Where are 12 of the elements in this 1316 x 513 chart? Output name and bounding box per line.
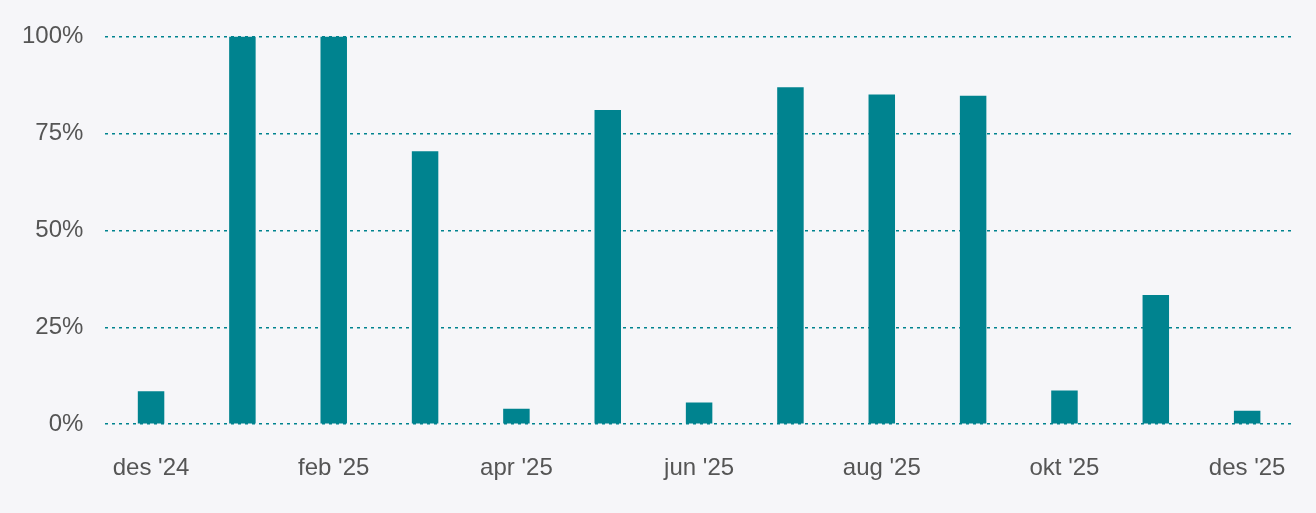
y-tick-label: 100% bbox=[21, 21, 84, 49]
x-tick-label: jun '25 bbox=[663, 453, 735, 481]
x-tick-label: aug '25 bbox=[842, 453, 921, 481]
x-tick-label: okt '25 bbox=[1029, 453, 1100, 481]
x-tick-label: des '25 bbox=[1208, 453, 1286, 481]
y-tick-label: 75% bbox=[35, 117, 84, 145]
x-tick-label: feb '25 bbox=[298, 453, 370, 481]
y-tick-label: 50% bbox=[35, 214, 84, 242]
x-tick-label: des '24 bbox=[112, 453, 190, 481]
y-tick-label: 0% bbox=[48, 408, 84, 436]
x-tick-label: apr '25 bbox=[480, 453, 553, 481]
y-tick-label: 25% bbox=[35, 311, 84, 339]
